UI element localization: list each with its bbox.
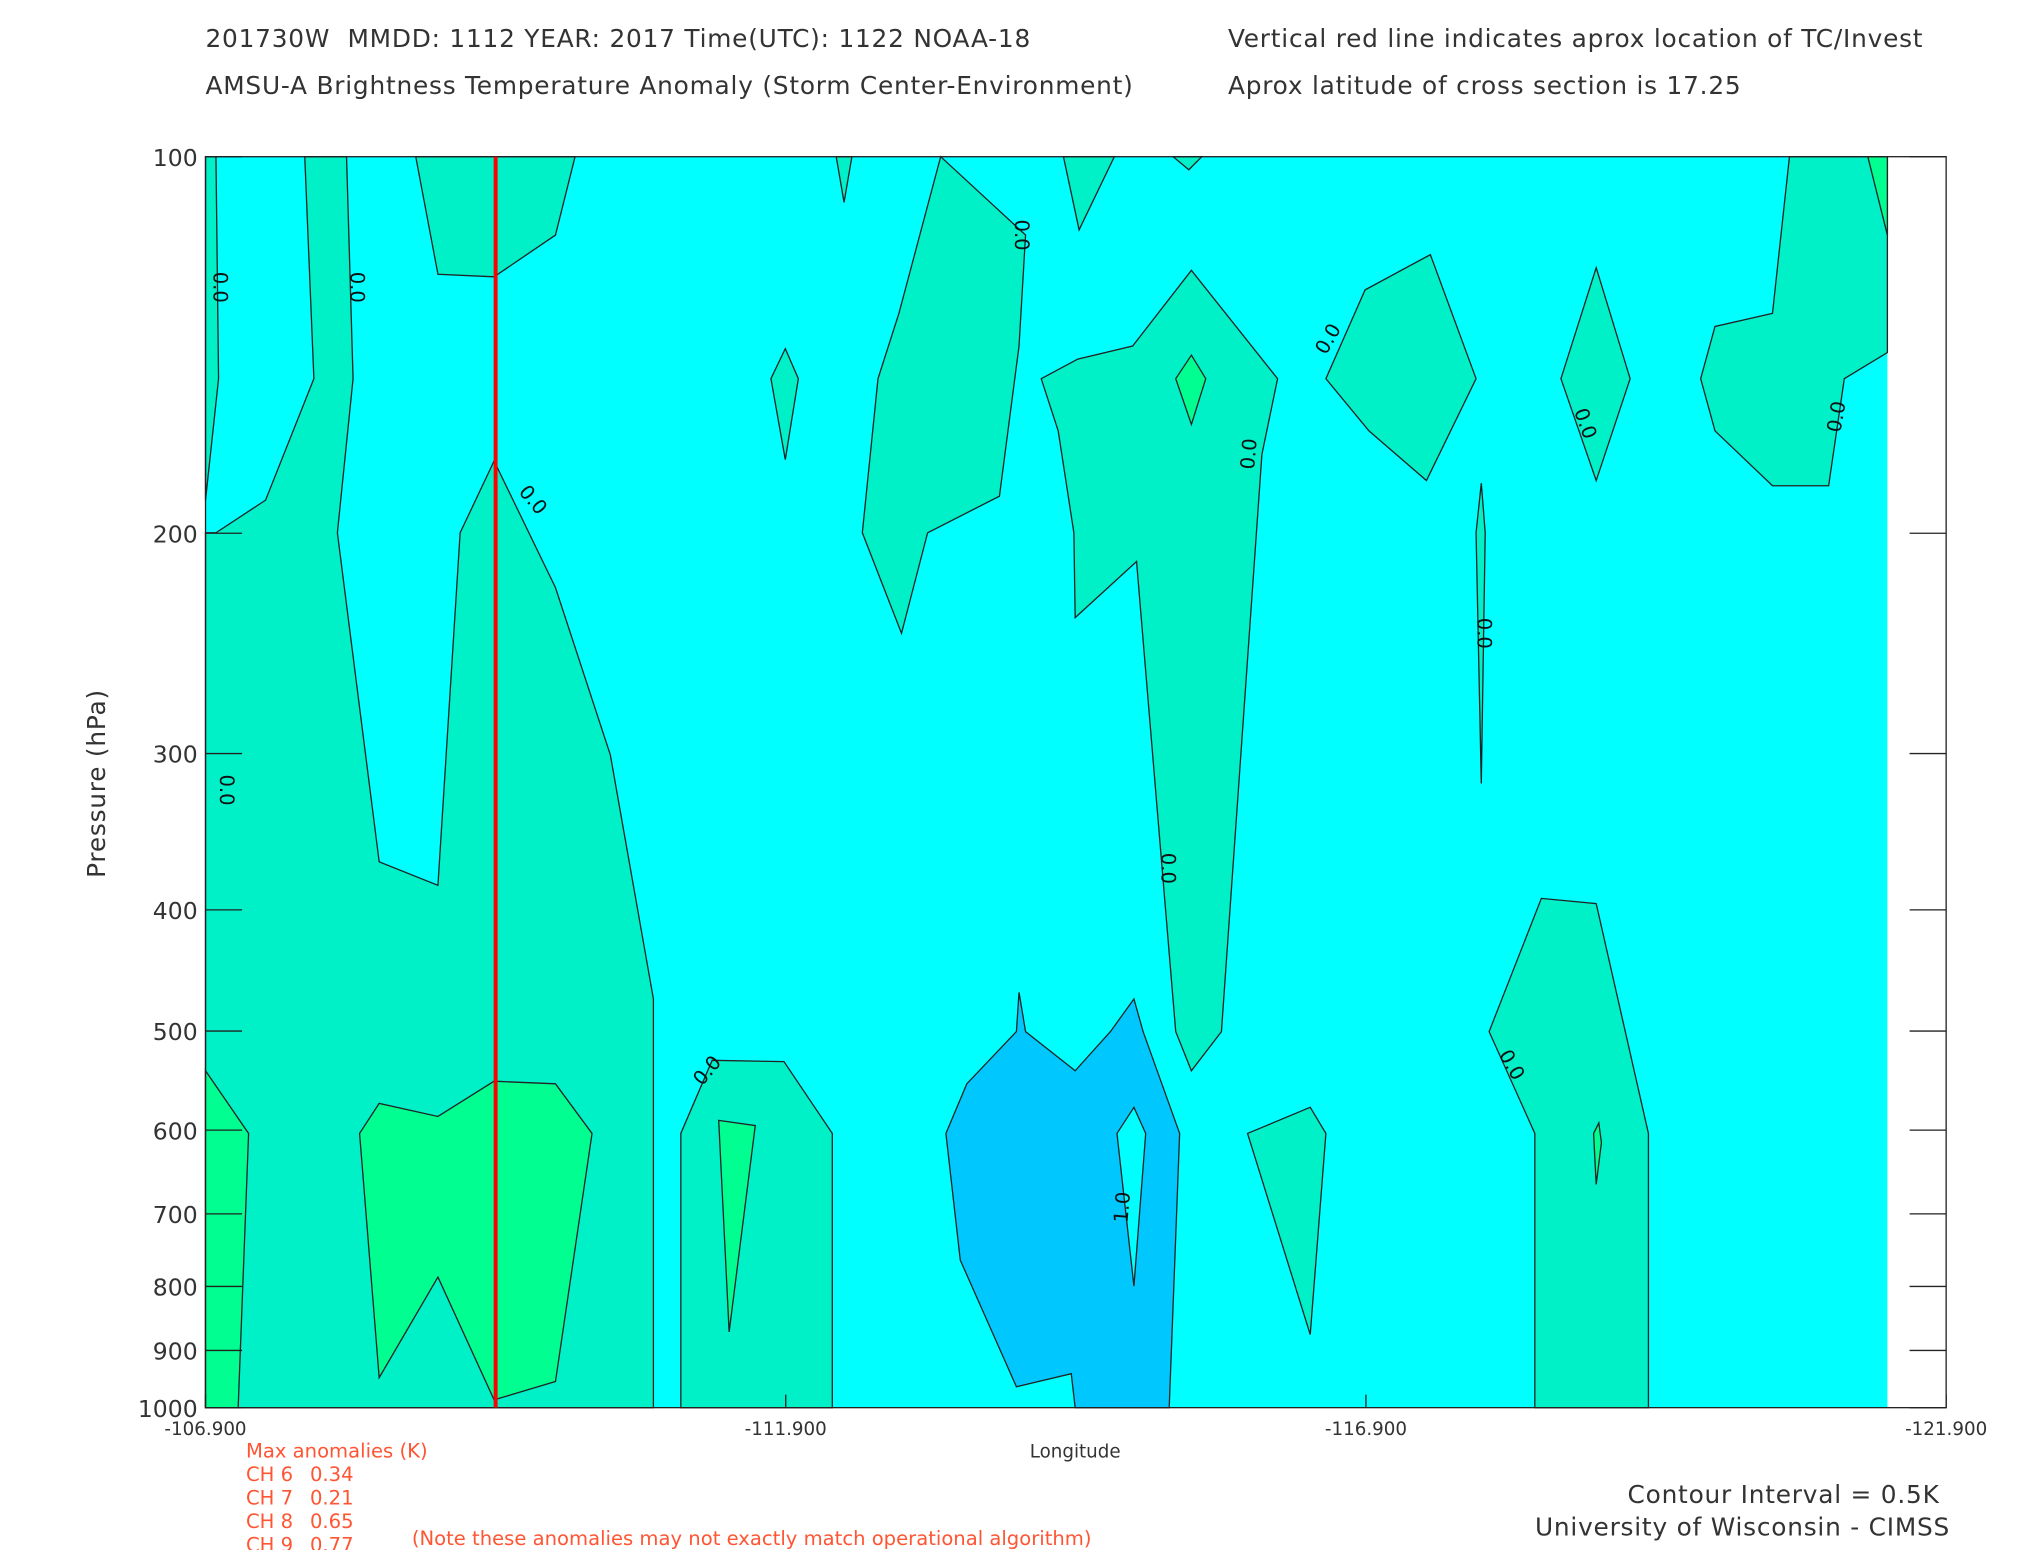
contour-region <box>861 155 1027 636</box>
y-axis-label: Pressure (hPa) <box>82 689 111 878</box>
anomaly-value: 0.77 <box>310 1533 354 1550</box>
anomaly-channel: CH 9 <box>246 1533 293 1550</box>
max-anomalies: CH 6 0.34 CH 7 0.21 CH 8 0.65 CH 9 0.77 <box>246 1463 354 1550</box>
axes: 100 200 300 400 500 600 700 800 900 1000-106.900 -… <box>138 144 1987 1440</box>
title-line: AMSU-A Brightness Temperature Anomaly (S… <box>206 71 1134 100</box>
y-tick-label: 300 <box>153 741 198 769</box>
contour-label: 0.0 <box>1236 437 1262 470</box>
anomaly-channel: CH 8 <box>246 1510 293 1533</box>
y-tick-label: 800 <box>153 1274 198 1302</box>
contour-interval: Contour Interval = 0.5K <box>1628 1480 1940 1509</box>
credit: University of Wisconsin - CIMSS <box>1535 1513 1950 1542</box>
x-axis-label: Longitude <box>1030 1441 1121 1462</box>
contour-region <box>1699 156 1889 487</box>
contour-region <box>1592 1120 1603 1185</box>
contour-region <box>1475 483 1486 784</box>
contour-region <box>1325 253 1477 482</box>
contour-region <box>1116 1105 1147 1287</box>
y-tick-label: 600 <box>153 1117 198 1145</box>
x-tick-label: -121.900 <box>1905 1419 1987 1440</box>
y-tick-label: 1000 <box>138 1395 198 1423</box>
anomaly-channel: CH 7 <box>246 1486 293 1509</box>
x-tick-label: -106.900 <box>164 1419 246 1440</box>
note: Aprox latitude of cross section is 17.25 <box>1228 71 1742 100</box>
anomaly-value: 0.65 <box>310 1510 354 1533</box>
contour-label: 0.0 <box>1472 618 1495 649</box>
anomaly-channel: CH 6 <box>246 1463 293 1486</box>
contour-label: 0.0 <box>1156 853 1179 884</box>
max-anomalies-title: Max anomalies (K) <box>246 1439 428 1462</box>
y-tick-label: 500 <box>153 1018 198 1046</box>
contour-region <box>945 992 1181 1409</box>
contour-label: 0.0 <box>1010 219 1033 250</box>
contour-region <box>680 1059 833 1409</box>
anomaly-value: 0.21 <box>310 1486 354 1509</box>
title-line: 201730W MMDD: 1112 YEAR: 2017 Time(UTC):… <box>206 24 1032 53</box>
contour-label: 0.0 <box>1823 399 1851 434</box>
contour-label: 1.0 <box>1109 1191 1135 1224</box>
x-tick-label: -116.900 <box>1325 1419 1407 1440</box>
y-tick-label: 700 <box>153 1201 198 1229</box>
y-tick-label: 900 <box>153 1338 198 1366</box>
contour-region <box>1488 897 1650 1409</box>
contour-region <box>1175 353 1207 427</box>
contour-region <box>770 347 800 460</box>
contour-label: 0.0 <box>345 272 368 303</box>
contour-region <box>1560 265 1631 483</box>
contour-region <box>358 1080 593 1401</box>
y-tick-label: 400 <box>153 897 198 925</box>
contour-region <box>1040 269 1279 1073</box>
contour-field <box>204 155 1889 1409</box>
anomaly-note: (Note these anomalies may not exactly ma… <box>412 1527 1092 1550</box>
anomaly-value: 0.34 <box>310 1463 354 1486</box>
contour-label: 0.0 <box>215 774 238 805</box>
y-tick-label: 200 <box>153 520 198 548</box>
contour-label: 0.0 <box>208 272 231 303</box>
contour-region <box>1246 1106 1327 1335</box>
y-tick-label: 100 <box>153 144 198 172</box>
x-tick-label: -111.900 <box>745 1419 827 1440</box>
plot-frame <box>204 156 1947 1409</box>
contour-region <box>718 1119 756 1333</box>
note: Vertical red line indicates aprox locati… <box>1228 24 1923 53</box>
